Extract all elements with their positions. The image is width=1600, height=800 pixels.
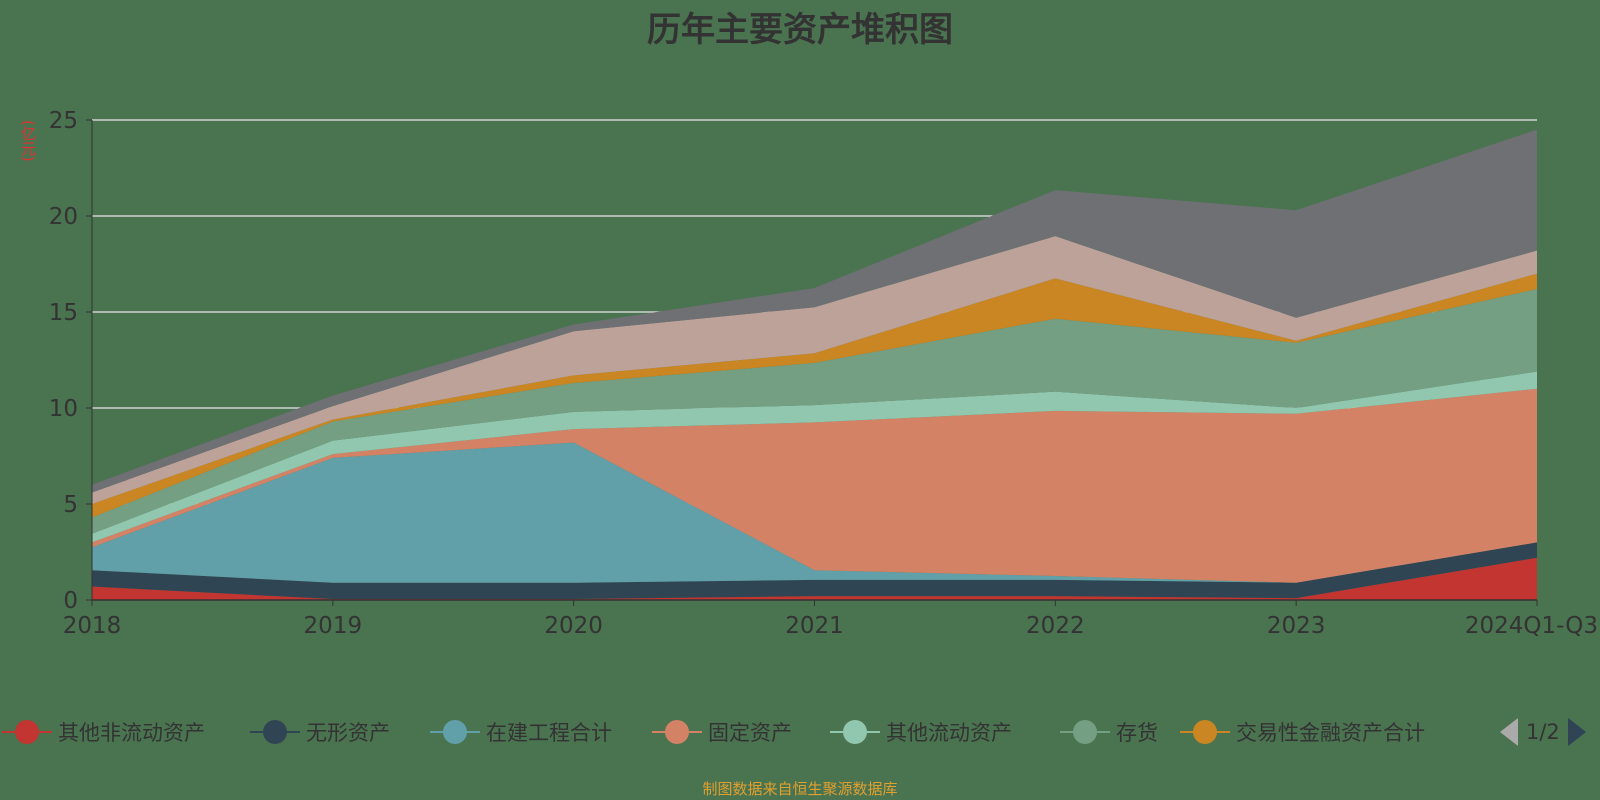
- x-tick-label: 2024Q1-Q3: [1465, 613, 1598, 639]
- y-axis-label: (亿元): [19, 120, 37, 162]
- legend-marker-icon: [830, 712, 880, 752]
- legend-item[interactable]: 其他流动资产: [830, 712, 1012, 752]
- area-series-3: [92, 388, 1537, 583]
- area-series-2: [92, 442, 1537, 583]
- legend-marker-icon: [2, 712, 52, 752]
- legend-label: 固定资产: [708, 721, 792, 745]
- legend-label: 存货: [1116, 721, 1158, 745]
- area-series: [92, 129, 1537, 600]
- x-tick-label: 2019: [304, 613, 363, 639]
- legend-label: 在建工程合计: [486, 721, 612, 745]
- legend-item[interactable]: 其他非流动资产: [2, 712, 205, 752]
- legend-marker-icon: [1180, 712, 1230, 752]
- area-series-7: [92, 236, 1537, 504]
- legend-marker-icon: [430, 712, 480, 752]
- legend-label: 无形资产: [306, 721, 390, 745]
- legend-item[interactable]: 在建工程合计: [430, 712, 612, 752]
- legend-item[interactable]: 固定资产: [652, 712, 792, 752]
- area-series-1: [92, 542, 1537, 600]
- legend: 其他非流动资产 无形资产 在建工程合计 固定资产 其他流动资产 存货 交易性金融资产合计: [0, 712, 1600, 752]
- x-tick-label: 2022: [1026, 613, 1085, 639]
- source-footer: 制图数据来自恒生聚源数据库: [702, 780, 898, 798]
- y-tick-label: 0: [63, 588, 78, 614]
- arrow-left-icon[interactable]: [1500, 718, 1518, 746]
- legend-label: 交易性金融资产合计: [1236, 721, 1425, 745]
- legend-label: 其他非流动资产: [58, 721, 205, 745]
- x-tick-label: 2020: [544, 613, 603, 639]
- y-tick-labels: 0 5 10 15 20 25: [49, 108, 78, 614]
- area-series-4: [92, 371, 1537, 543]
- area-series-0: [92, 557, 1537, 600]
- y-tick-label: 20: [49, 204, 78, 230]
- x-tick-label: 2023: [1267, 613, 1326, 639]
- chart-title: 历年主要资产堆积图: [647, 10, 953, 50]
- x-tick-labels: 2018 2019 2020 2021 2022 2023 2024Q1-Q3: [63, 613, 1598, 639]
- axes: [86, 119, 1538, 606]
- area-series-5: [92, 288, 1537, 534]
- legend-item[interactable]: 交易性金融资产合计: [1180, 712, 1425, 752]
- legend-item[interactable]: 无形资产: [250, 712, 390, 752]
- legend-pager: 1/2: [1500, 712, 1586, 752]
- stacked-area-chart: 0 5 10 15 20 25 2018 2019 2020 2021 2022 2023 2024Q…: [49, 108, 1598, 639]
- legend-marker-icon: [1060, 712, 1110, 752]
- legend-label: 其他流动资产: [886, 721, 1012, 745]
- legend-item[interactable]: 存货: [1060, 712, 1158, 752]
- legend-marker-icon: [652, 712, 702, 752]
- y-tick-label: 15: [49, 300, 78, 326]
- x-tick-label: 2018: [63, 613, 122, 639]
- arrow-right-icon[interactable]: [1567, 718, 1586, 746]
- x-tick-label: 2021: [785, 613, 844, 639]
- y-tick-label: 10: [49, 396, 78, 422]
- y-tick-label: 5: [63, 492, 78, 518]
- area-series-8: [92, 129, 1537, 493]
- legend-marker-icon: [250, 712, 300, 752]
- y-tick-label: 25: [49, 108, 78, 134]
- pager-text: 1/2: [1526, 720, 1560, 744]
